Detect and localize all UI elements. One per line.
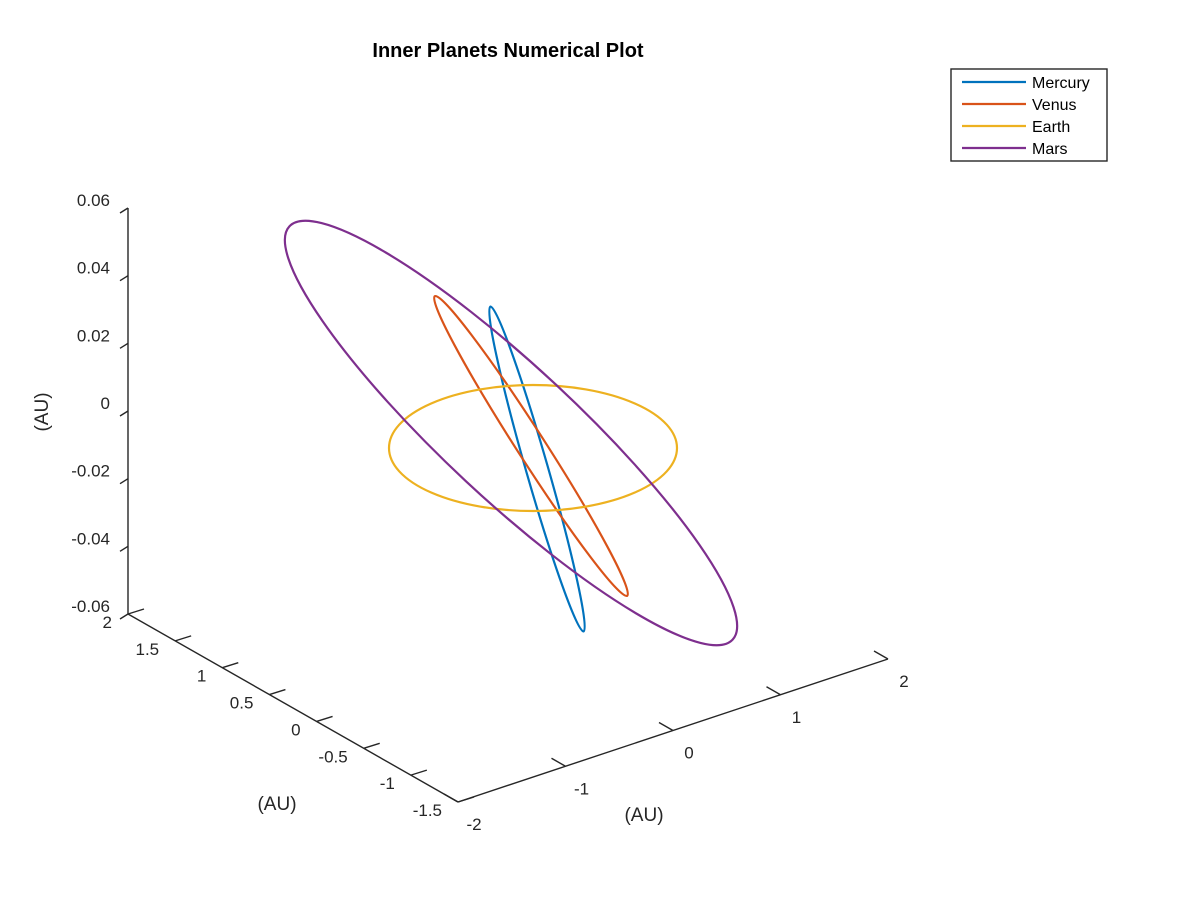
z-tick-mark bbox=[119, 410, 129, 417]
y-tick-label: 1 bbox=[197, 667, 206, 686]
legend-box bbox=[950, 68, 1108, 162]
legend-label-venus: Venus bbox=[1032, 97, 1076, 114]
axes bbox=[127, 208, 889, 803]
y-tick-mark bbox=[222, 662, 239, 669]
y-tick-mark bbox=[316, 715, 333, 723]
y-tick-mark bbox=[363, 742, 380, 749]
x-tick-label: 2 bbox=[899, 672, 908, 691]
legend: Mercury Venus Earth Mars bbox=[950, 68, 1108, 162]
x-tick-label: -2 bbox=[466, 815, 481, 834]
y-tick-label: 1.5 bbox=[136, 640, 160, 659]
y-tick-label: -0.5 bbox=[318, 747, 347, 766]
z-tick-label: 0.02 bbox=[77, 326, 110, 345]
x-tick-label: -1 bbox=[574, 779, 589, 798]
orbit-mars bbox=[283, 219, 739, 647]
z-tick-label: -0.04 bbox=[71, 529, 110, 548]
y-tick-mark bbox=[127, 608, 145, 615]
orbit-venus bbox=[433, 294, 629, 598]
legend-label-mars: Mars bbox=[1032, 141, 1068, 158]
x-tick-mark bbox=[551, 757, 566, 767]
z-tick-mark bbox=[119, 207, 129, 214]
y-tick-label: 0.5 bbox=[230, 694, 254, 713]
orbit-lines bbox=[283, 219, 739, 647]
x-tick-mark bbox=[443, 793, 459, 803]
y-tick-mark bbox=[269, 688, 286, 696]
y-tick-label: -1.5 bbox=[413, 801, 442, 820]
z-tick-mark bbox=[119, 342, 129, 349]
y-ticks: -1.5 -1 -0.5 0 0.5 1 1.5 2 bbox=[103, 608, 475, 820]
z-tick-label: -0.02 bbox=[71, 462, 110, 481]
z-tick-mark bbox=[119, 545, 129, 552]
y-axis-label: (AU) bbox=[257, 794, 296, 815]
y-tick-label: 0 bbox=[291, 720, 300, 739]
z-tick-mark bbox=[119, 478, 129, 485]
legend-label-mercury: Mercury bbox=[1032, 75, 1090, 92]
z-tick-mark bbox=[119, 613, 129, 620]
y-tick-mark bbox=[174, 635, 192, 642]
z-tick-label: 0.06 bbox=[77, 191, 110, 210]
y-axis-line bbox=[127, 613, 459, 803]
y-tick-label: -1 bbox=[380, 774, 395, 793]
orbit-mercury bbox=[488, 305, 586, 633]
x-tick-label: 0 bbox=[684, 744, 693, 763]
z-tick-label: -0.06 bbox=[71, 597, 110, 616]
orbit-earth bbox=[387, 383, 679, 513]
chart-title: Inner Planets Numerical Plot bbox=[372, 40, 644, 62]
x-tick-mark bbox=[766, 686, 781, 696]
legend-label-earth: Earth bbox=[1032, 119, 1070, 136]
z-ticks: -0.06 -0.04 -0.02 0 0.02 0.04 0.06 bbox=[71, 191, 129, 620]
z-tick-label: 0.04 bbox=[77, 259, 110, 278]
z-tick-mark bbox=[119, 275, 129, 282]
z-axis-label: (AU) bbox=[32, 392, 53, 431]
x-tick-mark bbox=[658, 721, 674, 732]
y-tick-mark bbox=[457, 796, 475, 803]
x-tick-label: 1 bbox=[792, 708, 801, 727]
y-tick-label: 2 bbox=[103, 613, 112, 632]
x-axis-label: (AU) bbox=[624, 805, 663, 826]
z-tick-label: 0 bbox=[101, 394, 110, 413]
x-tick-mark bbox=[873, 650, 889, 660]
y-tick-mark bbox=[410, 769, 428, 776]
x-ticks: -2 -1 0 1 2 bbox=[443, 650, 909, 834]
